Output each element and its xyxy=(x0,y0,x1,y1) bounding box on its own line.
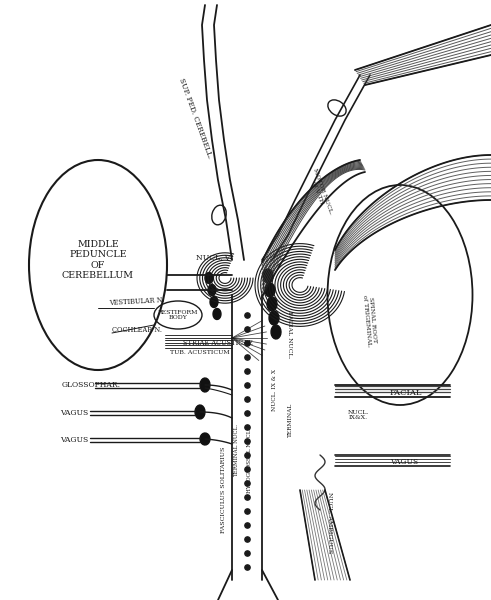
Text: RESTIFORM
BODY: RESTIFORM BODY xyxy=(158,310,198,320)
Polygon shape xyxy=(205,272,213,283)
Text: TUB. ACUSTICUM: TUB. ACUSTICUM xyxy=(170,349,230,355)
Polygon shape xyxy=(269,311,279,325)
Polygon shape xyxy=(213,308,221,319)
Text: COCHLEAR N.: COCHLEAR N. xyxy=(112,326,162,334)
Text: NUCL.
IX&X.: NUCL. IX&X. xyxy=(347,410,369,421)
Polygon shape xyxy=(265,283,275,297)
Text: NUCL. VI: NUCL. VI xyxy=(196,254,234,262)
Text: SPINAL ROOT
of TRIGEMINAL: SPINAL ROOT of TRIGEMINAL xyxy=(362,294,378,346)
Polygon shape xyxy=(271,325,281,339)
Text: VAGUS: VAGUS xyxy=(60,409,88,417)
Text: FASCICULUS SOLITARIUS: FASCICULUS SOLITARIUS xyxy=(221,447,226,533)
Text: VAGUS: VAGUS xyxy=(60,436,88,444)
Polygon shape xyxy=(200,378,210,392)
Text: MOTOR NUCL.
of V TH: MOTOR NUCL. of V TH xyxy=(306,167,333,217)
Text: NUCL. IX & X: NUCL. IX & X xyxy=(273,369,277,411)
Polygon shape xyxy=(263,269,273,283)
Text: NUCL. AMBIGUUS: NUCL. AMBIGUUS xyxy=(327,492,332,553)
Polygon shape xyxy=(195,405,205,419)
Polygon shape xyxy=(210,296,218,307)
Text: GLOSSOPHAR.: GLOSSOPHAR. xyxy=(62,381,121,389)
Text: TERMINAL: TERMINAL xyxy=(288,403,293,437)
Text: MIDDLE
PEDUNCLE
OF
CEREBELLUM: MIDDLE PEDUNCLE OF CEREBELLUM xyxy=(62,240,134,280)
Text: TERMINAL NUCL.: TERMINAL NUCL. xyxy=(235,424,240,476)
Polygon shape xyxy=(208,284,216,295)
Polygon shape xyxy=(200,433,210,445)
Polygon shape xyxy=(267,297,277,311)
Text: FACIAL: FACIAL xyxy=(390,389,422,397)
Text: VESTIBULAR N.: VESTIBULAR N. xyxy=(109,296,165,307)
Text: STRIAE ACUSTICAE: STRIAE ACUSTICAE xyxy=(183,339,253,347)
Text: SUP. PED. CEREBELL.: SUP. PED. CEREBELL. xyxy=(177,77,213,160)
Text: FACIAL NUCL.: FACIAL NUCL. xyxy=(288,311,293,359)
Text: VAGUS: VAGUS xyxy=(390,458,418,466)
Text: HYPOGLOSSAL NUCL.: HYPOGLOSSAL NUCL. xyxy=(247,427,252,493)
